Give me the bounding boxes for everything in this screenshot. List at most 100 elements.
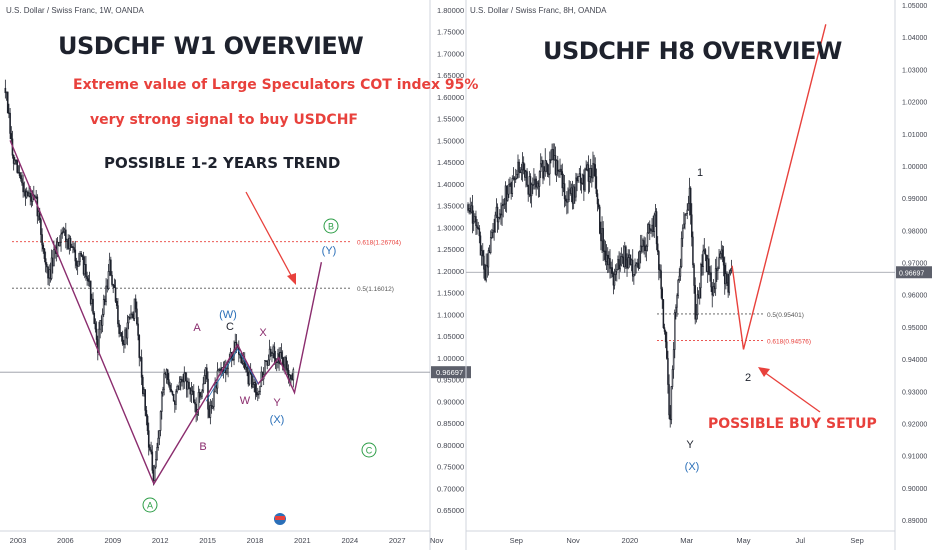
candle-body (716, 268, 718, 271)
candle-body (242, 360, 245, 364)
candle-body (255, 392, 258, 396)
candle-body (714, 268, 717, 290)
candle-body (664, 331, 667, 343)
candle-body (8, 112, 10, 114)
candle-body (679, 266, 682, 277)
right-y-tick-label: 0.89000 (902, 518, 927, 525)
candle-body (4, 87, 7, 94)
candle-body (133, 298, 136, 319)
right-wave-label: 2 (745, 372, 751, 384)
candle-body (42, 244, 45, 250)
left-y-tick-label: 0.75000 (437, 463, 464, 472)
candle-body (510, 183, 512, 194)
candle-body (521, 162, 524, 171)
candle-body (622, 257, 625, 268)
candle-body (491, 232, 493, 238)
left-y-tick-label: 1.10000 (437, 310, 464, 319)
candle-body (586, 164, 589, 171)
candle-body (706, 258, 709, 272)
candle-body (70, 246, 73, 248)
candle-body (494, 214, 497, 233)
candle-body (518, 161, 520, 173)
right-projection-path (731, 24, 827, 350)
left-y-tick-label: 1.60000 (437, 93, 464, 102)
candle-body (176, 386, 178, 393)
candle-body (101, 314, 104, 326)
candle-body (246, 366, 248, 373)
candle-body (265, 360, 267, 362)
candle-body (508, 183, 510, 195)
candle-body (538, 171, 541, 187)
candle-body (113, 284, 116, 288)
candle-body (639, 245, 642, 252)
candle-body (5, 91, 8, 94)
candle-body (549, 159, 551, 175)
candle-body (209, 405, 212, 418)
candle-body (701, 264, 703, 267)
candle-body (275, 361, 278, 363)
candle-body (550, 159, 552, 161)
candle-body (172, 394, 175, 402)
candle-body (476, 225, 478, 228)
left-chart-header: U.S. Dollar / Swiss Franc, 1W, OANDA (6, 6, 144, 15)
candle-body (542, 160, 544, 179)
candle-body (153, 466, 156, 482)
candle-body (636, 262, 639, 265)
candle-body (115, 301, 118, 306)
left-x-tick-label: 2021 (294, 536, 311, 545)
left-x-tick-label: Nov (430, 536, 444, 545)
candle-body (502, 204, 504, 206)
candle-body (495, 206, 498, 216)
right-y-tick-label: 0.93000 (902, 389, 927, 396)
candle-body (480, 250, 483, 256)
candle-body (288, 374, 291, 380)
candle-body (136, 308, 138, 325)
candle-body (527, 184, 529, 195)
right-y-tick-label: 1.04000 (902, 35, 927, 42)
candle-body (567, 198, 569, 203)
candle-body (118, 323, 120, 334)
left-y-tick-label: 1.00000 (437, 354, 464, 363)
candle-body (204, 367, 207, 376)
candle-body (668, 384, 670, 416)
candle-body (677, 279, 679, 296)
right-current-price-label: 0.96697 (899, 270, 924, 277)
candle-body (187, 381, 189, 390)
candle-body (501, 205, 503, 216)
candle-body (62, 231, 65, 234)
candle-body (644, 245, 646, 251)
right-y-tick-label: 1.00000 (902, 164, 927, 171)
candle-body (654, 211, 657, 216)
candle-body (646, 232, 649, 247)
candle-body (170, 389, 173, 392)
candle-body (219, 368, 221, 371)
right-y-tick-label: 0.99000 (902, 196, 927, 203)
candle-body (667, 358, 669, 385)
left-y-tick-label: 1.25000 (437, 245, 464, 254)
left-x-tick-label: 2027 (389, 536, 406, 545)
left-wave-label: (W) (219, 309, 237, 321)
candle-body (256, 393, 259, 396)
candle-body (217, 369, 220, 372)
candle-body (660, 270, 662, 290)
right-y-tick-label: 1.05000 (902, 3, 927, 10)
candle-body (49, 269, 52, 279)
candle-body (641, 245, 643, 248)
candle-body (92, 298, 94, 314)
candle-body (73, 247, 75, 251)
right-wave-label: (X) (685, 461, 700, 473)
candle-body (547, 173, 550, 175)
candle-body (511, 177, 514, 194)
candle-body (472, 221, 475, 224)
candle-body (198, 392, 201, 398)
candle-body (15, 159, 17, 162)
left-current-price-badge (431, 366, 471, 379)
candle-body (612, 273, 615, 286)
candle-body (574, 186, 576, 198)
left-trend-arrow (245, 191, 294, 280)
candle-body (117, 305, 119, 325)
left-y-tick-label: 1.50000 (437, 136, 464, 145)
candle-body (681, 227, 684, 239)
candle-body (651, 224, 653, 232)
candle-body (24, 190, 27, 198)
